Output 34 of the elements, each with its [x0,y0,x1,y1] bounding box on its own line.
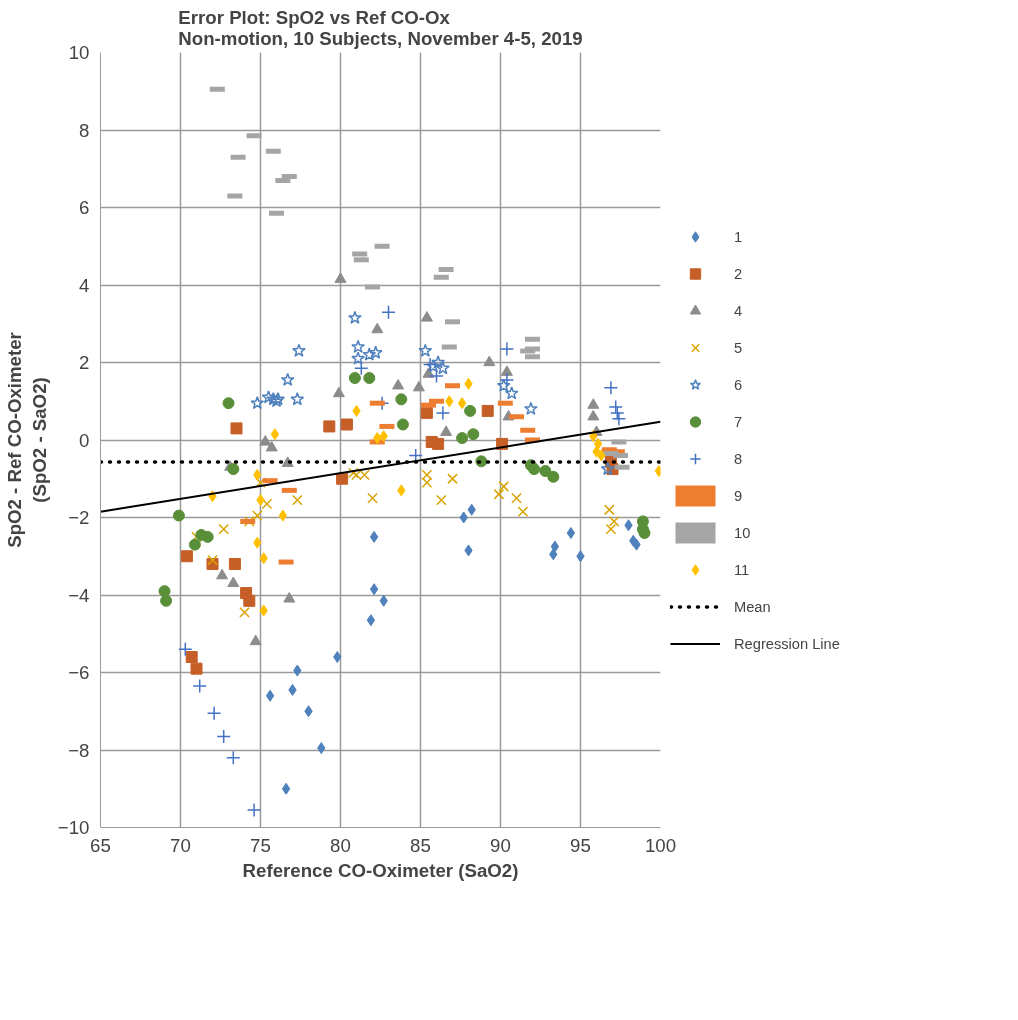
x-tick-label: 90 [490,834,511,856]
legend-label: 8 [734,450,744,466]
x-tick-label: 95 [570,834,591,856]
legend-label: 9 [734,487,744,503]
y-tick-label: 4 [79,274,90,296]
y-tick-label: 2 [79,352,90,373]
y-tick-label: −6 [68,662,90,683]
x-tick-label: 65 [90,834,111,856]
legend-label: Regression Line [734,635,840,651]
legend-label: 10 [734,524,752,540]
x-tick-label: 75 [250,834,271,856]
legend-label: 7 [734,413,744,429]
chart-title: Error Plot: SpO2 vs Ref CO-Ox Non-motion, 10 Subjects, November 4-5, 2019 [178,6,583,49]
y-tick-label: 0 [79,429,90,451]
legend-label: 11 [734,561,751,577]
legend-label: 6 [734,376,744,392]
x-tick-label: 80 [330,834,351,856]
y-axis-title: SpO2 - Ref CO-Oximeter (SpO2 - SaO2) [3,332,50,548]
y-tick-label: −2 [68,507,90,528]
y-tick-label: 8 [79,119,90,141]
y-tick-label: −8 [68,739,90,761]
y-tick-label: −10 [57,817,90,838]
y-tick-label: 10 [68,42,90,63]
x-tick-label: 85 [410,834,431,856]
y-tick-label: −4 [68,584,90,606]
x-tick-label: 100 [644,834,677,856]
x-axis-title: Reference CO-Oximeter (SaO2) [242,859,519,881]
legend-label: 5 [734,339,744,355]
x-tick-label: 70 [170,834,191,856]
y-tick-label: 6 [79,197,90,218]
legend-label: 2 [734,265,744,281]
legend-label: 4 [734,302,744,318]
legend-label: 1 [734,228,744,244]
legend-label: Mean [734,598,771,614]
